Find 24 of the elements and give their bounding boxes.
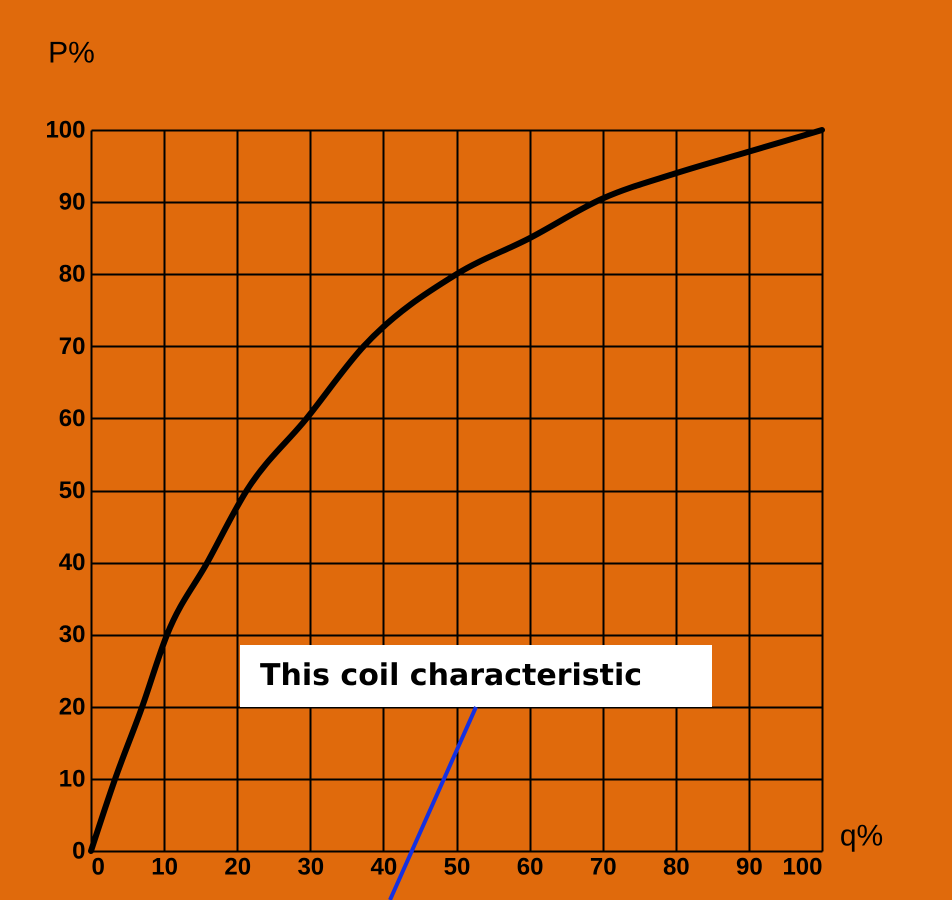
x-tick-label: 70 <box>590 854 617 880</box>
x-tick-label: 50 <box>444 854 470 880</box>
y-tick-label: 80 <box>58 260 86 288</box>
y-tick-label: 30 <box>58 621 86 648</box>
x-tick-label: 90 <box>736 854 763 880</box>
x-tick-label: 80 <box>662 854 690 880</box>
y-tick-label: 20 <box>58 693 86 720</box>
x-tick-label: 10 <box>151 854 178 880</box>
y-tick-label: 60 <box>58 404 86 432</box>
y-tick-label: 70 <box>58 332 86 360</box>
x-axis-title: q% <box>840 820 884 852</box>
y-axis-title: P% <box>48 36 95 70</box>
x-tick-label: 100 <box>782 854 822 880</box>
y-tick-label: 50 <box>58 477 86 504</box>
y-tick-label: 10 <box>58 765 86 792</box>
y-tick-label: 40 <box>58 549 86 576</box>
x-tick-label: 0 <box>92 854 105 880</box>
x-tick-label: 60 <box>516 854 544 880</box>
y-tick-label: 100 <box>45 116 86 144</box>
annotation: This coil characteristic <box>240 645 712 707</box>
x-tick-label: 20 <box>224 854 252 880</box>
y-tick-label: 90 <box>58 188 86 216</box>
x-tick-label: 40 <box>370 854 398 880</box>
x-tick-label: 30 <box>297 854 324 880</box>
